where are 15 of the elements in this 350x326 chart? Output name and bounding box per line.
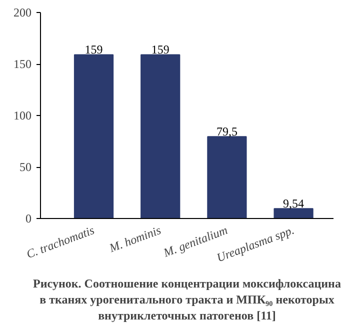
bar [207, 136, 247, 218]
y-tick-label: 0 [26, 212, 32, 226]
bar [74, 54, 114, 218]
y-tick-label: 150 [14, 57, 32, 71]
bar [140, 54, 180, 218]
data-label: 159 [151, 42, 170, 57]
x-tick-label: M. hominis [106, 222, 164, 256]
text: Рисунок. Соотношение концентрации моксифлоксацина в тканях урогенитального тракта и МПК₉₀ некоторых внутриклеточных патогенов [11] [33, 276, 341, 322]
data-label: 9,54 [283, 196, 304, 211]
y-tick-label: 50 [20, 160, 32, 174]
bar [274, 208, 314, 218]
y-tick-label: 100 [14, 108, 32, 122]
data-label: 159 [84, 42, 103, 57]
y-tick-label: 200 [14, 6, 32, 20]
data-label: 79,5 [216, 124, 238, 139]
